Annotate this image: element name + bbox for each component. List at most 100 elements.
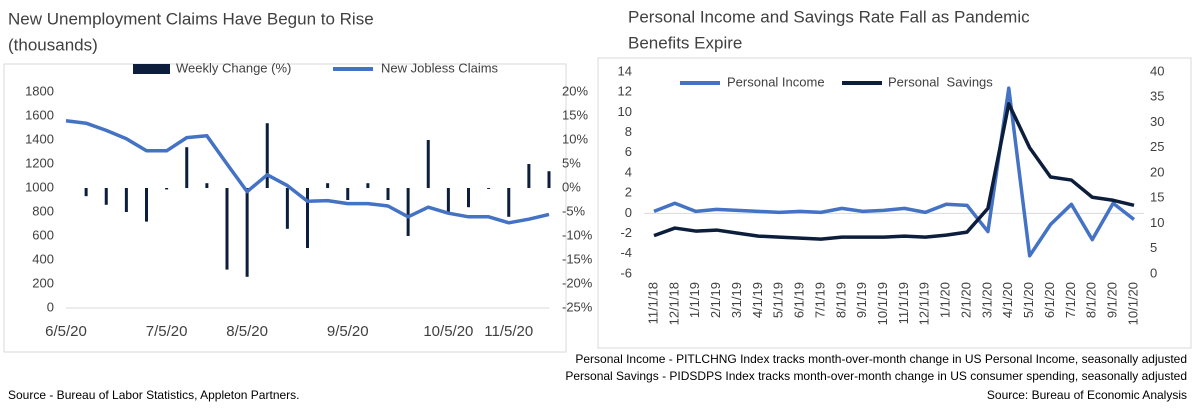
bar (145, 188, 148, 222)
y-tick-label: 200 (32, 275, 54, 290)
bar (306, 188, 309, 248)
y2-tick-label: 10 (1150, 215, 1164, 230)
bar (446, 188, 450, 212)
bar (426, 140, 430, 188)
y2-tick-label: -15% (562, 251, 593, 266)
x-tick-label: 6/1/19 (792, 282, 807, 318)
x-tick-label: 11/1/19 (896, 282, 911, 324)
y-tick-label: 0 (625, 205, 632, 220)
chart-title: Personal Income and Savings Rate Fall as… (628, 7, 1030, 26)
bar (386, 188, 390, 200)
x-tick-label: 9/1/19 (854, 282, 869, 318)
x-tick-label: 12/1/18 (666, 282, 681, 325)
y2-tick-label: 20 (1150, 164, 1164, 179)
bar (527, 164, 531, 188)
x-tick-label: 6/5/20 (45, 323, 87, 340)
x-tick-label: 5/1/19 (771, 282, 786, 318)
y-tick-label: 4 (625, 164, 632, 179)
y-tick-label: 14 (618, 63, 632, 78)
line (653, 102, 1135, 241)
y-tick-label: 6 (625, 144, 632, 159)
y2-tick-label: 0 (1150, 265, 1157, 280)
x-tick-label: 7/5/20 (146, 323, 188, 340)
y2-tick-label: 40 (1150, 63, 1164, 78)
chart-title: (thousands) (8, 35, 98, 54)
y-tick-label: 1000 (25, 179, 54, 194)
x-tick-label: 3/1/20 (979, 282, 994, 318)
y2-tick-label: 20% (562, 83, 588, 98)
y2-tick-label: -20% (562, 275, 593, 290)
note: Personal Income - PITLCHNG Index tracks … (575, 352, 1187, 366)
bar (547, 171, 551, 188)
x-tick-label: 3/1/19 (729, 282, 744, 318)
bar (205, 183, 209, 188)
bar (84, 188, 88, 197)
x-tick-label: 8/1/20 (1084, 282, 1099, 318)
x-tick-label: 10/1/19 (875, 282, 890, 325)
legend-label: Personal Income (727, 74, 825, 89)
x-tick-label: 12/1/19 (917, 282, 932, 325)
y2-tick-label: 10% (562, 131, 588, 146)
x-tick-label: 5/1/20 (1021, 282, 1036, 318)
bar (165, 188, 169, 190)
y-tick-label: 800 (32, 203, 54, 218)
x-tick-label: 6/1/20 (1042, 282, 1057, 318)
legend-label: Personal Savings (888, 74, 993, 89)
y-tick-label: 0 (47, 299, 54, 314)
y-tick-label: 10 (618, 104, 632, 119)
bar (406, 188, 410, 236)
y2-tick-label: 15 (1150, 190, 1164, 205)
bar (366, 183, 370, 188)
chart-title: New Unemployment Claims Have Begun to Ri… (8, 9, 374, 28)
legend-swatch (133, 64, 170, 74)
x-tick-label: 2/1/19 (708, 282, 723, 318)
y2-tick-label: 5% (562, 155, 581, 170)
x-tick-label: 8/5/20 (226, 323, 268, 340)
x-tick-label: 9/1/20 (1105, 282, 1120, 318)
y-tick-label: 1600 (25, 107, 54, 122)
y2-tick-label: -25% (562, 299, 593, 314)
y-tick-label: -4 (620, 245, 632, 260)
chart-title: Benefits Expire (628, 33, 742, 52)
y-tick-label: 1800 (25, 83, 54, 98)
bar (245, 188, 249, 277)
y2-tick-label: 5 (1150, 240, 1157, 255)
y-tick-label: 400 (32, 251, 54, 266)
y-tick-label: 12 (618, 84, 632, 99)
legend-label: Weekly Change (%) (176, 60, 291, 75)
source: Source: Bureau of Economic Analysis (987, 388, 1187, 402)
y2-tick-label: 35 (1150, 89, 1164, 104)
bar (225, 188, 229, 270)
y-tick-label: 8 (625, 124, 632, 139)
y-tick-label: 1400 (25, 131, 54, 146)
x-tick-label: 10/1/20 (1125, 282, 1140, 325)
chart-frame (3, 63, 567, 353)
y2-tick-label: 0% (562, 179, 581, 194)
x-tick-label: 10/5/20 (423, 323, 473, 340)
x-tick-label: 2/1/20 (958, 282, 973, 318)
x-tick-label: 11/1/18 (645, 282, 660, 324)
x-tick-label: 1/1/19 (687, 282, 702, 318)
bar (507, 188, 511, 217)
bar (487, 188, 491, 189)
x-tick-label: 8/1/19 (833, 282, 848, 318)
bar (285, 188, 289, 229)
bar (326, 183, 330, 188)
source: Source - Bureau of Labor Statistics, App… (8, 388, 300, 402)
bar (346, 188, 350, 200)
y-tick-label: -2 (620, 225, 632, 240)
note: Personal Savings - PIDSDPS Index tracks … (565, 369, 1187, 383)
x-tick-label: 9/5/20 (327, 323, 369, 340)
x-tick-label: 4/1/19 (750, 282, 765, 318)
x-tick-label: 1/1/20 (938, 282, 953, 318)
y2-tick-label: -10% (562, 227, 593, 242)
y-tick-label: -6 (620, 265, 632, 280)
y2-tick-label: 15% (562, 107, 588, 122)
bar (467, 188, 470, 208)
x-tick-label: 11/5/20 (484, 323, 533, 340)
legend-label: New Jobless Claims (381, 60, 499, 75)
bar (104, 188, 108, 205)
bar (124, 188, 128, 212)
x-tick-label: 7/1/19 (812, 282, 827, 318)
